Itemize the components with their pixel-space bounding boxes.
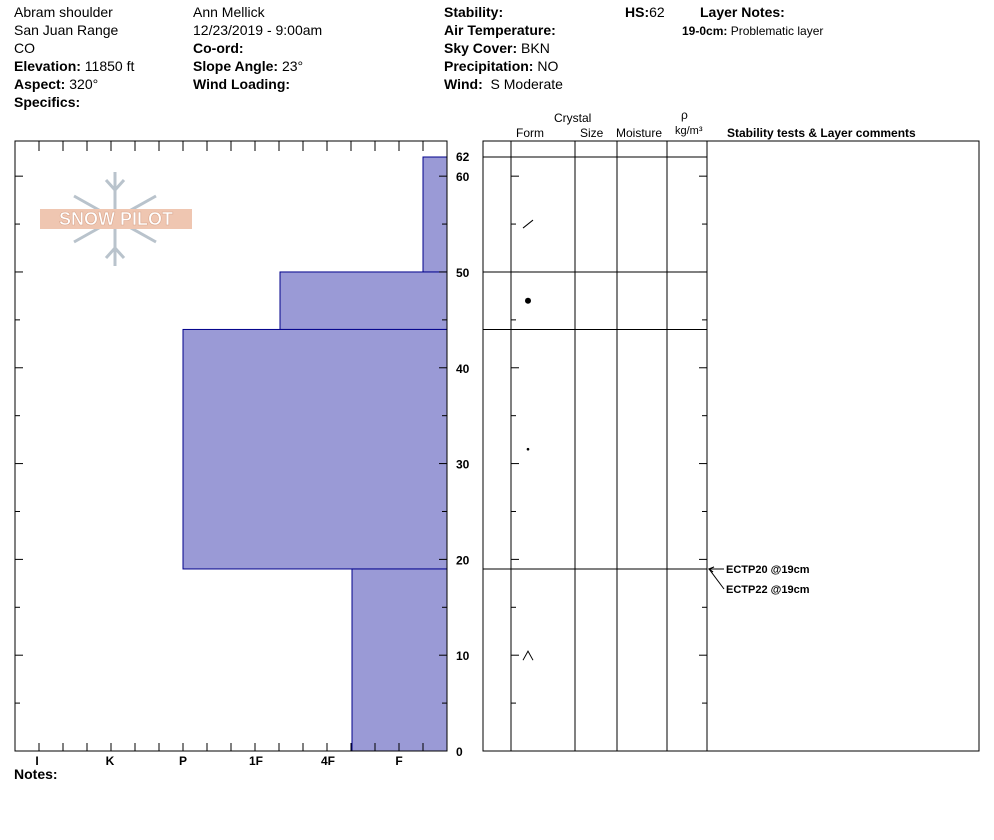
stability-test-label: ECTP20 @19cm [726,564,810,576]
stability: Stability: [444,4,503,21]
location-name: Abram shoulder [14,4,113,20]
elevation-label: Elevation: [14,58,81,74]
arrow-head [707,566,715,573]
hs-label: HS: [625,4,650,20]
wind: Wind: S Moderate [444,76,563,93]
hardness-bar-1 [279,271,448,330]
elevation-value: 11850 ft [84,58,135,74]
wind-loading-label: Wind Loading: [193,76,291,92]
y-tick-label: 20 [456,553,470,567]
sky-value: BKN [521,40,550,56]
sky-cover: Sky Cover: BKN [444,40,550,57]
logo-text: SNOW PILOT [59,209,173,229]
specifics: Specifics: [14,94,80,111]
layer-notes-label: Layer Notes: [700,4,785,20]
slope-angle: Slope Angle: 23° [193,58,303,75]
air-temperature: Air Temperature: [444,22,556,39]
hardness-bar-3 [351,568,448,752]
hardness-label: I [35,754,38,768]
hardness-label: 1F [249,754,263,768]
y-tick-label: 10 [456,649,470,663]
wind-loading: Wind Loading: [193,76,290,93]
aspect: Aspect: 320° [14,76,98,93]
state-name: CO [14,40,35,56]
hardness-label: 4F [321,754,335,768]
observer-name: Ann Mellick [193,4,265,20]
precipitation: Precipitation: NO [444,58,558,75]
stability-label: Stability: [444,4,504,20]
precip-value: NO [537,58,559,74]
notes-label: Notes: [14,766,58,782]
hardness-label: P [179,754,187,768]
logo-banner [40,209,192,229]
col-form: Form [516,126,544,140]
elevation: Elevation: 11850 ft [14,58,134,75]
hardness-bar-2 [182,328,448,570]
range-name: San Juan Range [14,22,119,38]
hardness-label: F [395,754,402,768]
rounding-symbol [526,447,530,451]
hardness-bar-0 [422,156,448,273]
col-rho: ρ [681,108,688,122]
stability-arrow [708,568,725,590]
y-tick-label: 50 [456,266,470,280]
layer-note-range: 19-0cm: [682,24,728,38]
y-tick-label: 40 [456,362,470,376]
air-temp-label: Air Temperature: [444,22,556,38]
aspect-value: 320° [69,76,99,92]
wind-label: Wind: [444,76,483,92]
stability-test-label: ECTP22 @19cm [726,584,810,596]
slope-label: Slope Angle: [193,58,279,74]
y-tick-label: 30 [456,458,470,472]
hardness-label: K [106,754,115,768]
depth-hoar-symbol [522,650,534,661]
observation-datetime: 12/23/2019 - 9:00am [193,22,323,38]
col-stability: Stability tests & Layer comments [727,126,916,140]
layer-note-text: Problematic layer [730,24,824,38]
specifics-label: Specifics: [14,94,81,110]
rounded-symbol [525,297,531,304]
hs: HS:62 [625,4,665,21]
col-size: Size [580,126,604,140]
y-tick-label: 60 [456,170,470,184]
slope-value: 23° [281,58,304,74]
sky-label: Sky Cover: [444,40,518,56]
col-crystal: Crystal [554,111,592,125]
hs-value: 62 [649,4,665,20]
crystal-table-frame [482,140,980,752]
col-moisture: Moisture [616,126,663,140]
decomposing-symbol [522,219,534,229]
coord: Co-ord: [193,40,244,57]
layer-note: 19-0cm: Problematic layer [682,23,823,40]
snowpilot-logo: SNOW PILOT [40,172,192,266]
coord-label: Co-ord: [193,40,244,56]
precip-label: Precipitation: [444,58,534,74]
wind-value: S Moderate [490,76,563,92]
col-density-unit: kg/m³ [675,125,703,137]
aspect-label: Aspect: [14,76,66,92]
y-tick-label: 0 [456,745,463,759]
y-tick-label: 62 [456,150,470,164]
